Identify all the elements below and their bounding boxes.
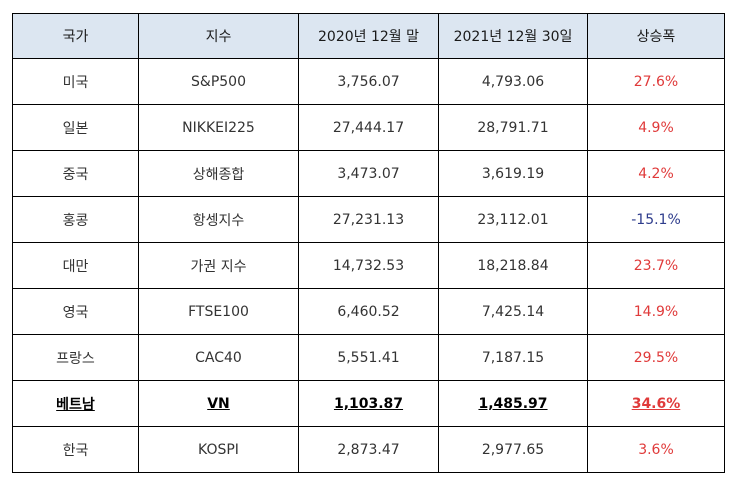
value-2020-cell: 3,473.07 <box>298 150 439 197</box>
index-cell: CAC40 <box>138 334 299 381</box>
index-cell: KOSPI <box>138 426 299 473</box>
change-cell: 34.6% <box>587 380 725 427</box>
value-2020-cell: 27,231.13 <box>298 196 439 243</box>
value-2020-cell: 2,873.47 <box>298 426 439 473</box>
index-cell: S&P500 <box>138 58 299 105</box>
value-2021-cell: 18,218.84 <box>438 242 588 289</box>
header-country: 국가 <box>12 13 139 59</box>
table-row: 영국 FTSE100 6,460.52 7,425.14 14.9% <box>12 288 725 335</box>
country-cell: 홍콩 <box>12 196 139 243</box>
index-cell: FTSE100 <box>138 288 299 335</box>
index-cell: NIKKEI225 <box>138 104 299 151</box>
country-cell: 일본 <box>12 104 139 151</box>
change-cell: 29.5% <box>587 334 725 381</box>
country-cell: 한국 <box>12 426 139 473</box>
value-2020-cell: 5,551.41 <box>298 334 439 381</box>
country-cell: 프랑스 <box>12 334 139 381</box>
index-cell: 상해종합 <box>138 150 299 197</box>
change-cell: 14.9% <box>587 288 725 335</box>
value-2020-cell: 27,444.17 <box>298 104 439 151</box>
country-cell: 영국 <box>12 288 139 335</box>
table-row: 일본 NIKKEI225 27,444.17 28,791.71 4.9% <box>12 104 725 151</box>
change-cell: 27.6% <box>587 58 725 105</box>
value-2021-cell: 23,112.01 <box>438 196 588 243</box>
table-row: 미국 S&P500 3,756.07 4,793.06 27.6% <box>12 58 725 105</box>
index-cell: 항셍지수 <box>138 196 299 243</box>
header-change: 상승폭 <box>587 13 725 59</box>
table-row: 대만 가권 지수 14,732.53 18,218.84 23.7% <box>12 242 725 289</box>
value-2021-cell: 7,425.14 <box>438 288 588 335</box>
index-cell: VN <box>138 380 299 427</box>
table-row: 한국 KOSPI 2,873.47 2,977.65 3.6% <box>12 426 725 473</box>
change-cell: 23.7% <box>587 242 725 289</box>
country-cell: 중국 <box>12 150 139 197</box>
header-2021-12-30: 2021년 12월 30일 <box>438 13 588 59</box>
value-2021-cell: 1,485.97 <box>438 380 588 427</box>
header-end-2020: 2020년 12월 말 <box>298 13 439 59</box>
value-2021-cell: 28,791.71 <box>438 104 588 151</box>
value-2021-cell: 7,187.15 <box>438 334 588 381</box>
value-2021-cell: 2,977.65 <box>438 426 588 473</box>
change-cell: 4.2% <box>587 150 725 197</box>
value-2021-cell: 3,619.19 <box>438 150 588 197</box>
change-cell: 3.6% <box>587 426 725 473</box>
table-row: 프랑스 CAC40 5,551.41 7,187.15 29.5% <box>12 334 725 381</box>
country-cell: 대만 <box>12 242 139 289</box>
value-2020-cell: 6,460.52 <box>298 288 439 335</box>
country-cell: 베트남 <box>12 380 139 427</box>
value-2020-cell: 14,732.53 <box>298 242 439 289</box>
change-cell: 4.9% <box>587 104 725 151</box>
header-index: 지수 <box>138 13 299 59</box>
value-2021-cell: 4,793.06 <box>438 58 588 105</box>
value-2020-cell: 3,756.07 <box>298 58 439 105</box>
header-row: 국가 지수 2020년 12월 말 2021년 12월 30일 상승폭 <box>12 13 725 59</box>
table-row: 중국 상해종합 3,473.07 3,619.19 4.2% <box>12 150 725 197</box>
table-row: 홍콩 항셍지수 27,231.13 23,112.01 -15.1% <box>12 196 725 243</box>
country-cell: 미국 <box>12 58 139 105</box>
value-2020-cell: 1,103.87 <box>298 380 439 427</box>
table-row-highlighted: 베트남 VN 1,103.87 1,485.97 34.6% <box>12 380 725 427</box>
index-cell: 가권 지수 <box>138 242 299 289</box>
change-cell: -15.1% <box>587 196 725 243</box>
index-comparison-table: 국가 지수 2020년 12월 말 2021년 12월 30일 상승폭 미국 S… <box>12 13 725 473</box>
